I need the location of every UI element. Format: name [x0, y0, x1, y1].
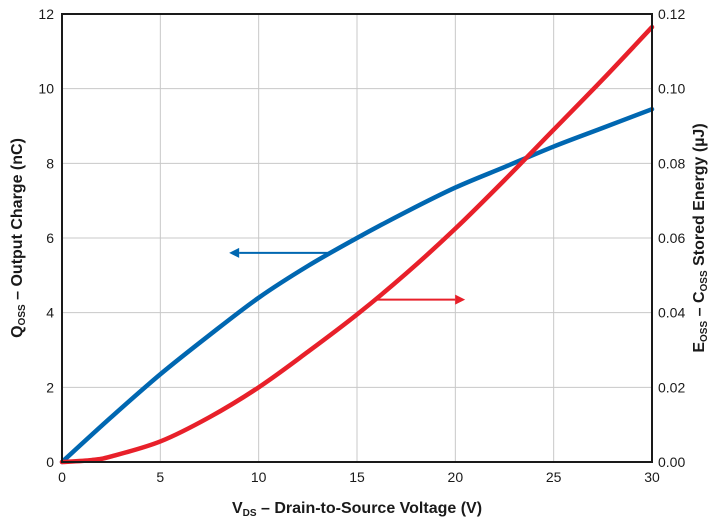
annotation-arrowhead-right [455, 294, 466, 305]
y-left-tick-label: 10 [38, 81, 54, 97]
y-left-tick-label: 8 [46, 155, 54, 171]
y-left-tick-label: 12 [38, 6, 54, 22]
y-right-tick-label: 0.10 [658, 81, 685, 97]
tick-labels: 0 5 10 15 20 25 30 0 2 4 6 8 10 12 0.00 0.02 0.04 0.06 0.0… [38, 6, 685, 485]
x-tick-label: 25 [546, 469, 562, 485]
series-layer [59, 24, 655, 465]
gridlines [62, 14, 652, 462]
x-tick-label: 15 [349, 469, 365, 485]
y-left-label-sub: OSS [17, 304, 28, 325]
x-axis-label: VDS – Drain-to-Source Voltage (V) [232, 500, 482, 519]
y-right-label-rest: Stored Energy (µJ) [691, 123, 708, 270]
y-axis-right-label: EOSS – COSS Stored Energy (µJ) [691, 123, 710, 352]
annotation-layer [229, 247, 466, 305]
y-right-tick-label: 0.12 [658, 6, 685, 22]
x-tick-label: 5 [156, 469, 164, 485]
y-right-tick-label: 0.08 [658, 155, 685, 171]
y-left-label-main: Q [9, 325, 26, 337]
y-left-tick-label: 4 [46, 305, 54, 321]
y-left-tick-label: 6 [46, 230, 54, 246]
y-left-tick-label: 2 [46, 379, 54, 395]
y-right-tick-label: 0.00 [658, 454, 685, 470]
y-right-label-mid: – C [691, 291, 708, 321]
x-axis-label-rest: – Drain-to-Source Voltage (V) [257, 500, 483, 517]
x-tick-label: 30 [644, 469, 660, 485]
series-line-energy [59, 24, 655, 465]
x-axis-label-main: V [232, 500, 243, 517]
y-right-label-sub1: OSS [699, 321, 710, 342]
y-axis-left-label: QOSS – Output Charge (nC) [9, 138, 28, 338]
y-right-label-main1: E [691, 342, 708, 353]
y-left-tick-label: 0 [46, 454, 54, 470]
y-left-label-rest: – Output Charge (nC) [9, 138, 26, 304]
y-right-tick-label: 0.02 [658, 379, 685, 395]
x-tick-label: 0 [58, 469, 66, 485]
y-right-tick-label: 0.04 [658, 305, 685, 321]
y-right-tick-label: 0.06 [658, 230, 685, 246]
x-tick-label: 10 [251, 469, 267, 485]
y-right-label-sub2: OSS [699, 270, 710, 291]
x-tick-label: 20 [448, 469, 464, 485]
x-axis-label-sub: DS [243, 508, 257, 519]
plot-frame [61, 13, 653, 463]
series-line-charge [59, 106, 655, 465]
annotation-arrowhead-left [229, 247, 240, 258]
